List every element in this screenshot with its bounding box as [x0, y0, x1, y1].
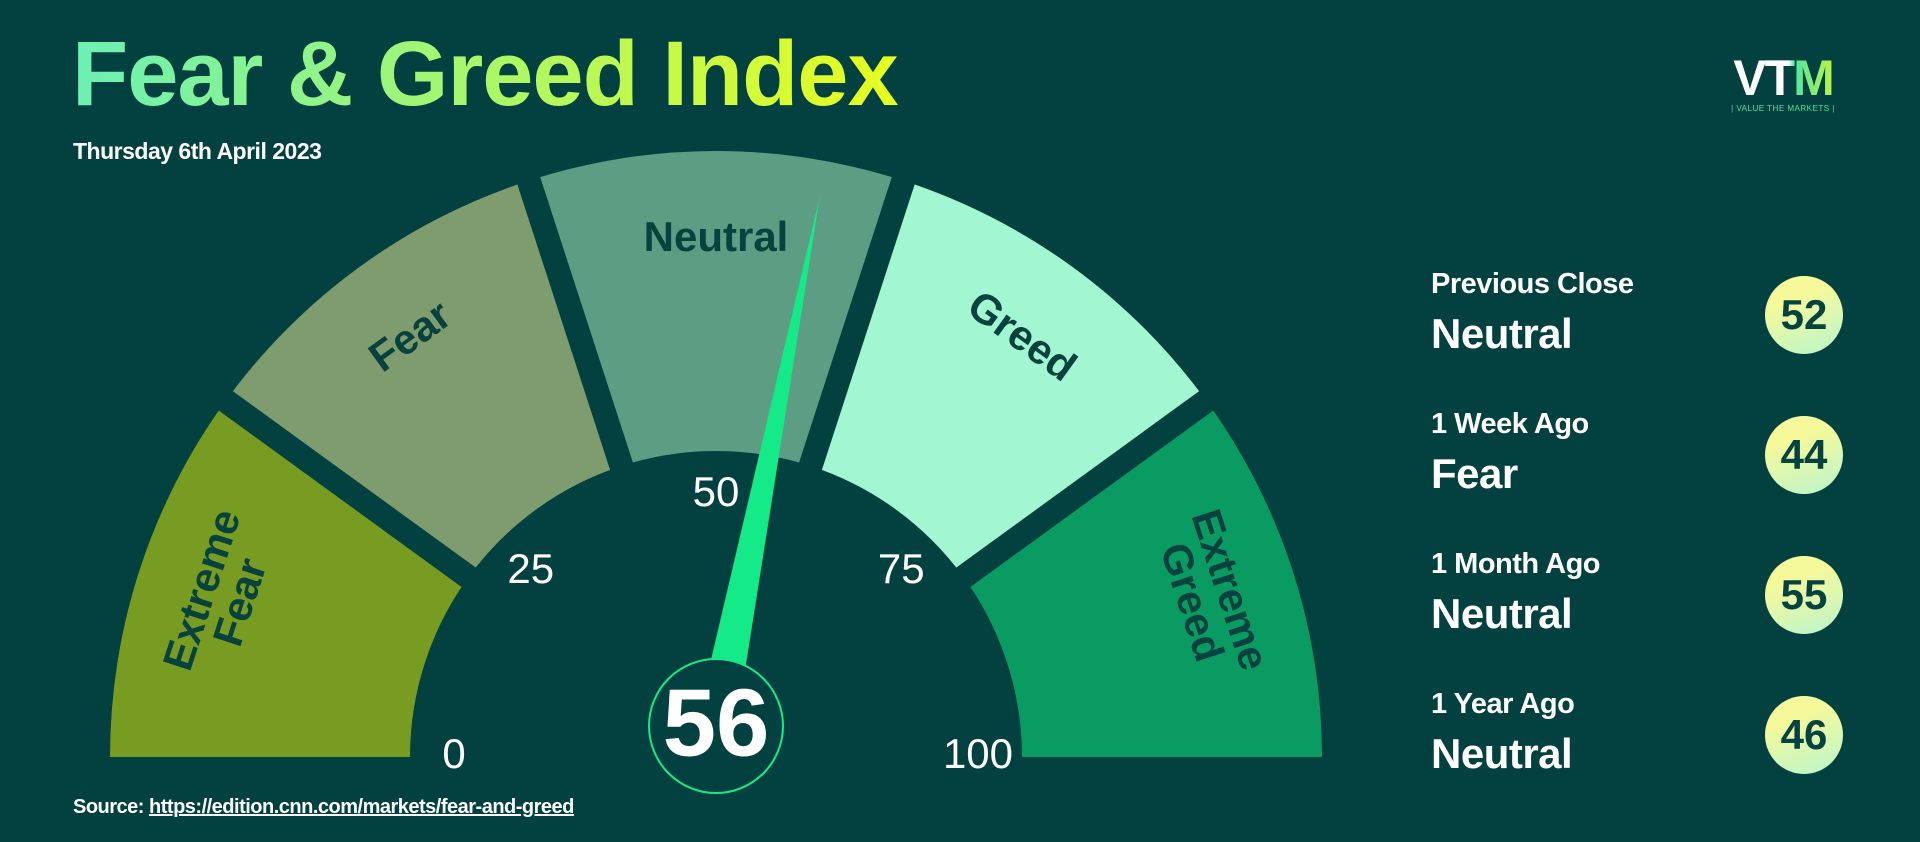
source-link[interactable]: https://edition.cnn.com/markets/fear-and… [149, 796, 574, 818]
title: Fear & Greed Index [72, 23, 899, 125]
tick-label: 100 [943, 730, 1013, 777]
gauge-segment [528, 150, 904, 466]
history-rating: Fear [1431, 450, 1518, 497]
segment-label: Neutral [643, 213, 789, 260]
segment-gap [202, 379, 492, 599]
tick-label: 50 [693, 468, 740, 515]
needle-hub [648, 658, 784, 794]
segment-gap [792, 157, 921, 489]
logo: VTM | VALUE THE MARKETS | [1728, 52, 1838, 113]
logo-tagline: | VALUE THE MARKETS | [1731, 104, 1835, 113]
history-rating: Neutral [1431, 590, 1573, 637]
history-label: 1 Year Ago [1431, 688, 1575, 720]
history-label: 1 Month Ago [1431, 548, 1601, 580]
gauge-segment [810, 180, 1207, 578]
gauge-segment [225, 180, 622, 578]
history-value: 46 [1765, 696, 1843, 774]
subtitle: Thursday 6th April 2023 [73, 138, 322, 164]
history-value: 44 [1765, 416, 1843, 494]
gauge-segment [110, 400, 469, 757]
history-rating: Neutral [1431, 310, 1573, 357]
segment-gap [511, 157, 640, 489]
history-value: 52 [1765, 276, 1843, 354]
gauge-segment [963, 400, 1322, 757]
tick-label: 75 [878, 545, 925, 592]
history-rating: Neutral [1431, 730, 1573, 777]
tick-label: 25 [507, 545, 554, 592]
history-value: 55 [1765, 556, 1843, 634]
history-label: 1 Week Ago [1431, 408, 1589, 440]
needle [696, 195, 820, 730]
tick-label: 0 [442, 730, 465, 777]
source-label: Source: [73, 796, 144, 818]
source: Source: https://edition.cnn.com/markets/… [73, 796, 574, 819]
history-label: Previous Close [1431, 268, 1634, 300]
logo-mark: VTM [1728, 52, 1838, 104]
gauge-value: 56 [663, 669, 770, 776]
segment-gap [940, 379, 1230, 599]
